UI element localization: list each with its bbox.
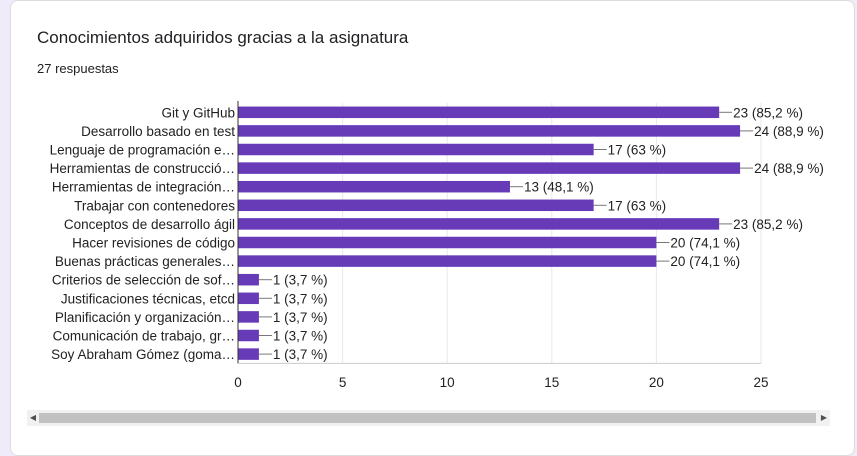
bar [238,329,259,342]
category-label: Planificación y organización… [55,310,235,325]
category-label: Conceptos de desarrollo ágil [64,217,235,232]
bar [238,273,259,286]
data-label: 24 (88,9 %) [754,161,824,176]
horizontal-scrollbar[interactable]: ◀ ▶ [27,410,830,426]
data-label: 13 (48,1 %) [524,180,594,195]
data-label: 23 (85,2 %) [733,217,803,232]
bar [238,218,720,230]
data-label: 1 (3,7 %) [273,291,328,306]
data-label: 1 (3,7 %) [273,310,328,325]
category-label: Trabajar con contenedores [74,198,235,213]
bar [238,348,259,360]
x-tick-label: 5 [339,375,347,390]
category-label: Git y GitHub [161,105,235,120]
bar [238,199,594,212]
bar [238,180,510,193]
category-label: Desarrollo basado en test [81,124,235,139]
bar [238,311,259,323]
category-label: Herramientas de integración… [52,180,235,195]
category-label: Criterios de selección de sof… [52,273,235,288]
bar [238,255,657,267]
bar [238,162,741,174]
data-label: 1 (3,7 %) [273,273,328,288]
category-label: Lenguaje de programación e… [50,143,235,158]
scroll-right-icon[interactable]: ▶ [820,413,828,422]
x-tick-label: 0 [234,375,242,390]
bar [238,236,657,249]
category-label: Comunicación de trabajo, gr… [53,329,235,344]
response-count: 27 respuestas [37,61,119,76]
scroll-thumb[interactable] [39,413,816,423]
question-title: Conocimientos adquiridos gracias a la as… [37,28,409,47]
category-label: Hacer revisiones de código [72,236,235,251]
bar [238,143,594,156]
data-label: 20 (74,1 %) [670,254,740,269]
x-tick-label: 15 [544,375,559,390]
x-tick-label: 10 [440,375,455,390]
category-label: Herramientas de construcció… [50,161,235,176]
data-label: 17 (63 %) [608,198,667,213]
data-label: 24 (88,9 %) [754,124,824,139]
data-label: 23 (85,2 %) [733,105,803,120]
data-label: 17 (63 %) [608,143,667,158]
x-tick-label: 25 [753,375,768,390]
data-label: 1 (3,7 %) [273,329,328,344]
category-label: Soy Abraham Gómez (goma… [51,347,235,362]
data-label: 20 (74,1 %) [670,236,740,251]
category-label: Buenas prácticas generales… [55,254,235,269]
data-label: 1 (3,7 %) [273,347,328,362]
scroll-left-icon[interactable]: ◀ [29,413,37,422]
bar [238,292,259,305]
bar [238,106,720,119]
category-label: Justificaciones técnicas, etcd [61,291,235,306]
bar [238,125,741,137]
x-tick-label: 20 [649,375,664,390]
